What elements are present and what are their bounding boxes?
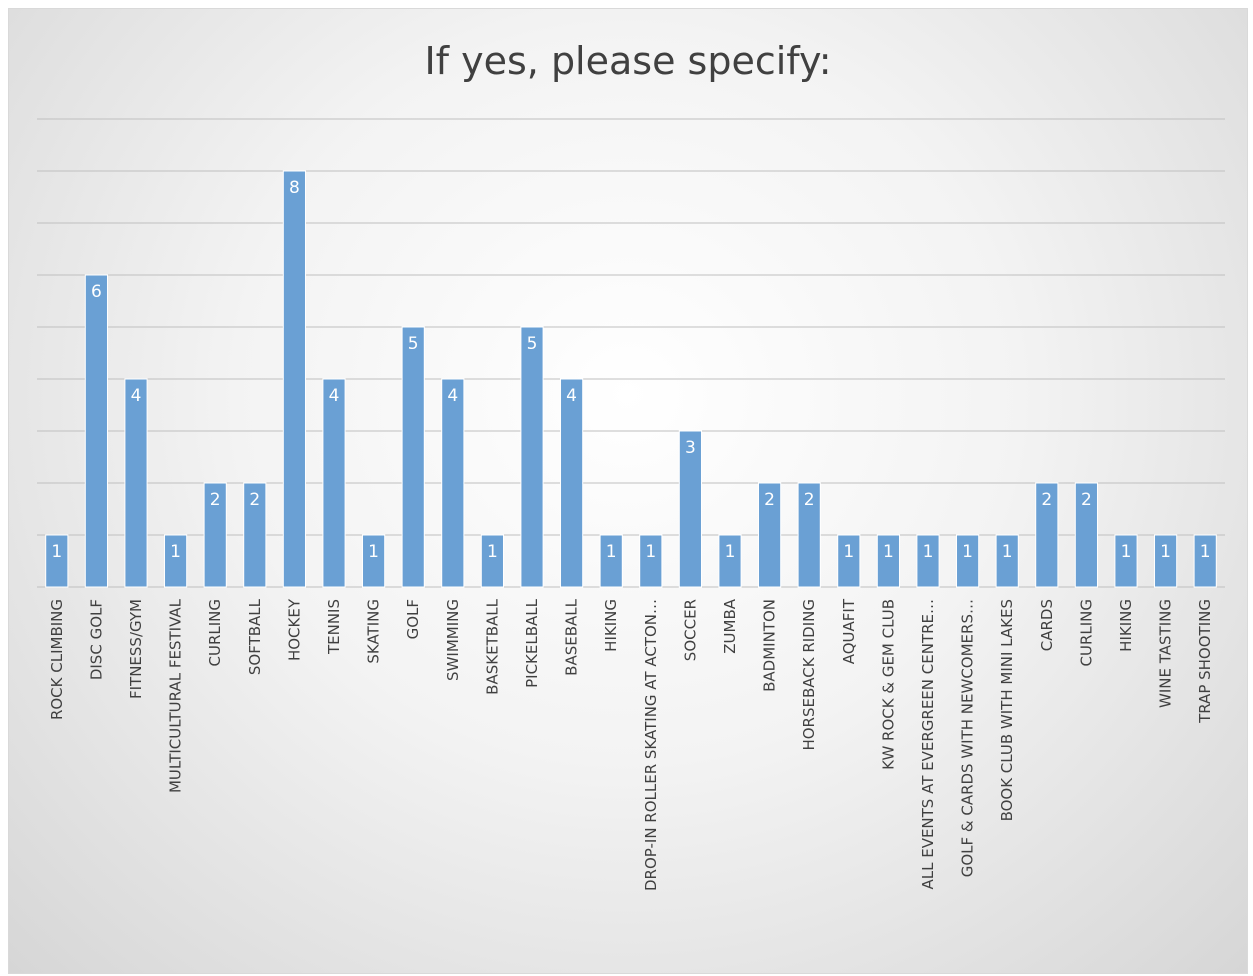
bar-value-label: 1 [962,542,973,562]
bar-value-label: 2 [804,490,815,510]
category-label: CURLING [206,599,224,667]
bar [718,534,742,588]
category-label: PICKELBALL [523,598,541,688]
bar-value-label: 2 [1081,490,1092,510]
bar [203,482,227,588]
category-label: CURLING [1077,599,1095,667]
bar-value-label: 4 [131,386,142,406]
bar-value-label: 4 [447,386,458,406]
bar-value-label: 6 [91,282,102,302]
bar [1035,482,1059,588]
category-label: GOLF & CARDS WITH NEWCOMERS… [959,599,977,877]
category-label: BASKETBALL [483,598,501,694]
gridlines [37,118,1225,588]
category-label: HIKING [1117,599,1135,652]
category-label: DISC GOLF [87,599,105,680]
bar [1154,534,1178,588]
bar [797,482,821,588]
category-label: WINE TASTING [1157,599,1175,708]
category-label: SOCCER [681,599,699,661]
bar [599,534,623,588]
bar [837,534,861,588]
bar [876,534,900,588]
category-label: AQUAFIT [840,598,858,664]
bar-value-label: 3 [685,438,696,458]
bar-value-label: 1 [170,542,181,562]
category-label: HORSEBACK RIDING [800,599,818,751]
bar [758,482,782,588]
category-label: FITNESS/GYM [127,599,145,699]
bar [282,170,306,588]
bar [678,430,702,588]
category-label: DROP-IN ROLLER SKATING AT ACTON… [642,599,660,891]
bar-value-label: 1 [725,542,736,562]
category-label: MULTICULTURAL FESTIVAL [167,598,185,793]
bar-chart: 1 6 4 1 2 2 8 4 1 5 4 1 5 4 1 1 3 1 2 2 1 1 1 1 1 2 2 1 1 1 ROCK CLIM… [37,118,1225,891]
bar [362,534,386,588]
bar [1114,534,1138,588]
bar [84,274,108,588]
bar-value-label: 1 [1160,542,1171,562]
bar-value-label: 8 [289,178,300,198]
category-label: TENNIS [325,599,343,655]
bar [995,534,1019,588]
category-label: ALL EVENTS AT EVERGREEN CENTRE… [919,599,937,890]
bar [560,378,584,588]
bar-value-label: 1 [1200,542,1211,562]
bar [1074,482,1098,588]
bar-value-label: 1 [923,542,934,562]
category-label: GOLF [404,599,422,639]
category-label: ROCK CLIMBING [48,599,66,720]
bar [45,534,69,588]
bar-value-label: 1 [843,542,854,562]
category-label: HIKING [602,599,620,652]
category-label: SOFTBALL [246,598,264,675]
category-label: KW ROCK & GEM CLUB [879,599,897,770]
bar-value-label: 4 [329,386,340,406]
bar-value-label: 2 [764,490,775,510]
category-label: SWIMMING [444,599,462,681]
bar-value-label: 1 [606,542,617,562]
bar-value-label: 2 [249,490,260,510]
bar-value-label: 2 [1041,490,1052,510]
bar-value-label: 1 [645,542,656,562]
bar [322,378,346,588]
bar [243,482,267,588]
bar [480,534,504,588]
category-label: SKATING [365,599,383,664]
category-label: BADMINTON [761,599,779,692]
category-labels: ROCK CLIMBING DISC GOLF FITNESS/GYM MULTICU… [48,598,1214,891]
bar [956,534,980,588]
bar-value-label: 4 [566,386,577,406]
bar [520,326,544,588]
category-label: TRAP SHOOTING [1196,599,1214,724]
bar [401,326,425,588]
bar-value-label: 1 [1002,542,1013,562]
category-label: BASEBALL [563,598,581,675]
bar-value-label: 1 [368,542,379,562]
bar-value-label: 1 [51,542,62,562]
category-label: HOCKEY [285,598,303,661]
bar-value-label: 1 [883,542,894,562]
bar-value-label: 2 [210,490,221,510]
bar [164,534,188,588]
bar-value-label: 5 [408,334,419,354]
bar-value-labels: 1 6 4 1 2 2 8 4 1 5 4 1 5 4 1 1 3 1 2 2 1 1 1 1 1 2 2 1 1 1 [51,178,1210,562]
bar-series [45,170,1217,588]
bar [639,534,663,588]
bar [441,378,465,588]
category-label: BOOK CLUB WITH MINI LAKES [998,599,1016,821]
bar-value-label: 1 [1121,542,1132,562]
chart-title: If yes, please specify: [424,39,832,83]
bar-value-label: 5 [527,334,538,354]
bar [124,378,148,588]
bar-value-label: 1 [487,542,498,562]
bar [1193,534,1217,588]
bar [916,534,940,588]
category-label: CARDS [1038,599,1056,651]
category-label: ZUMBA [721,598,739,653]
